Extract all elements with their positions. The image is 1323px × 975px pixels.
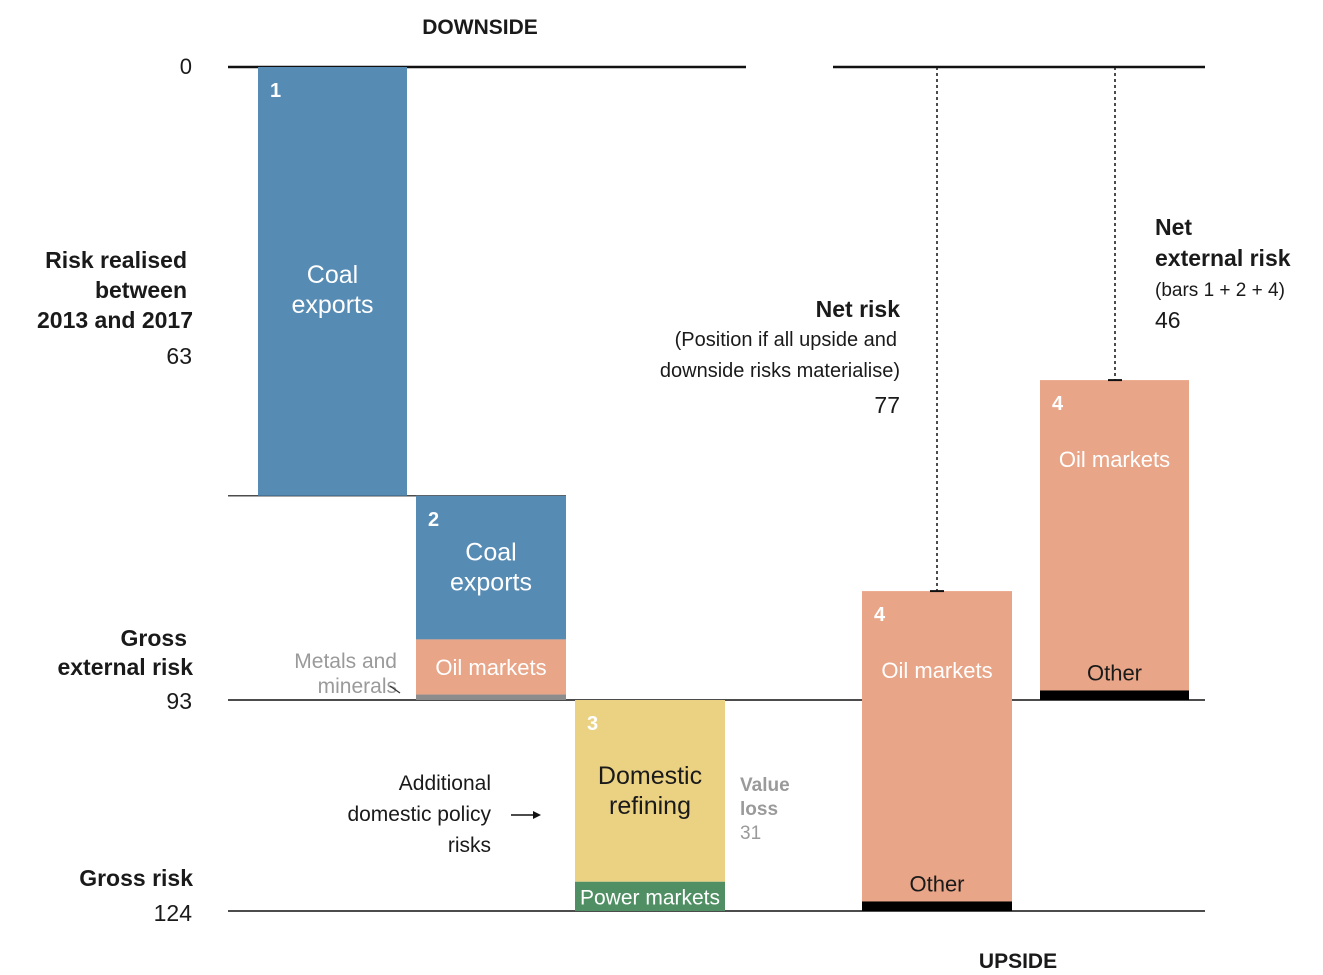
bar-2-number: 2 (428, 509, 439, 531)
bar-4b-number: 4 (1052, 393, 1064, 415)
value-loss-label-line1: Value (740, 775, 790, 796)
risk-realised-label-line2: between (95, 277, 187, 303)
additional-label-line1: Additional (399, 772, 491, 795)
bar-1-segment-coal-exports (258, 67, 407, 496)
risk-realised-label-line1: Risk realised (45, 247, 187, 273)
value-loss-label-line2: loss (740, 799, 778, 820)
bar-3-segment-domestic-refining (575, 700, 725, 882)
metals-pointer (389, 685, 401, 694)
bar-1-label-coal-exports-0: Coal (307, 261, 358, 289)
bar-4b-label-oil-markets-0: Oil markets (1059, 447, 1170, 472)
bar-2-label-oil-markets-0: Oil markets (435, 655, 546, 680)
additional-arrow (511, 811, 541, 819)
metals-label-line2: minerals (318, 675, 397, 698)
net-ext-value: 46 (1155, 307, 1181, 333)
bar-3-label-domestic-refining-1: refining (609, 792, 691, 820)
bar-3-number: 3 (587, 713, 598, 735)
gross-risk-value: 124 (154, 900, 193, 926)
risk-realised-label-line3: 2013 and 2017 (37, 307, 193, 333)
bar-2-segment-metals-and-minerals (416, 694, 566, 700)
net-ext-title-line1: Net (1155, 214, 1192, 240)
upside-header: UPSIDE (979, 950, 1057, 973)
value-loss-value: 31 (740, 823, 761, 844)
gross-external-label-line1: Gross (121, 625, 187, 651)
bar-4a-label-oil-markets-0: Oil markets (881, 658, 992, 683)
bar-4a-label-other-0: Other (909, 871, 964, 896)
additional-label-line2: domestic policy (347, 803, 491, 826)
downside-header: DOWNSIDE (422, 16, 538, 39)
bar-3-label-domestic-refining-0: Domestic (598, 762, 702, 790)
bar-2-segment-coal-exports (416, 495, 566, 640)
bar-4a-segment-oil-markets (862, 591, 1012, 902)
gross-external-value: 93 (166, 688, 192, 714)
net-risk-connectors (930, 66, 1122, 593)
bar-2-segment-oil-markets (416, 639, 566, 695)
net-risk-value: 77 (874, 392, 900, 418)
zero-tick-label: 0 (180, 54, 192, 79)
bar-4b: Oil markets Other 4 (1040, 380, 1189, 700)
bar-4b-segment-other (1040, 690, 1189, 700)
bar-4a-number: 4 (874, 604, 886, 626)
bar-4a: Oil markets Other 4 (862, 591, 1012, 911)
bar-2-label-coal-exports-0: Coal (465, 539, 516, 567)
bar-4a-segment-other (862, 901, 1012, 911)
bar-4b-label-other-0: Other (1087, 660, 1142, 685)
metals-label-line1: Metals and (294, 650, 397, 673)
net-risk-desc-line2: downside risks materialise) (660, 360, 900, 382)
bar-1-number: 1 (270, 80, 281, 102)
gross-risk-label: Gross risk (79, 865, 193, 891)
bar-2-label-coal-exports-1: exports (450, 569, 532, 597)
bar-4b-segment-oil-markets (1040, 380, 1189, 691)
net-ext-desc: (bars 1 + 2 + 4) (1155, 280, 1285, 301)
net-risk-desc-line1: (Position if all upside and (675, 329, 897, 351)
bar-1-label-coal-exports-1: exports (292, 291, 374, 319)
bar-3-segment-power-markets (575, 881, 725, 911)
gross-external-label-line2: external risk (57, 654, 193, 680)
net-ext-title-line2: external risk (1155, 245, 1291, 271)
bar-3-label-power-markets-0: Power markets (580, 886, 720, 909)
additional-label-line3: risks (448, 834, 491, 857)
net-risk-title: Net risk (816, 296, 901, 322)
risk-realised-value: 63 (166, 343, 192, 369)
